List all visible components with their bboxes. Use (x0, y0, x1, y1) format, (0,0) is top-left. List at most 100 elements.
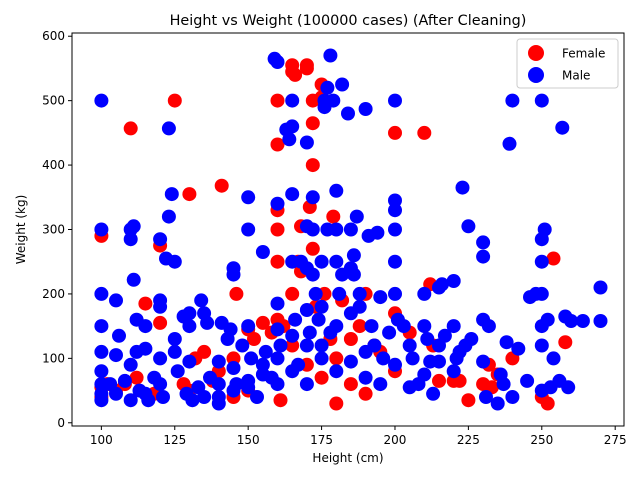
point-female-36 (288, 67, 303, 82)
point-male-185 (593, 314, 608, 328)
point-female-20 (226, 351, 241, 366)
point-male-63 (250, 390, 264, 404)
point-male-189 (167, 344, 182, 359)
point-male-208 (314, 351, 329, 366)
point-male-187 (123, 357, 138, 372)
point-male-38 (170, 364, 185, 379)
x-tick-label-150: 150 (237, 433, 260, 447)
point-female-61 (388, 125, 402, 140)
x-tick-label-125: 125 (163, 433, 186, 447)
point-female-45 (305, 158, 320, 173)
point-male-36 (167, 254, 182, 269)
point-male-200 (343, 354, 358, 369)
x-axis-label: Height (cm) (312, 451, 383, 465)
point-male-82 (299, 135, 314, 150)
point-male-109 (346, 248, 361, 263)
point-male-177 (546, 351, 561, 366)
point-male-51 (211, 354, 226, 369)
point-male-194 (255, 367, 270, 382)
point-male-129 (396, 319, 411, 334)
point-male-182 (564, 314, 579, 328)
point-male-59 (241, 190, 256, 205)
y-tick-label-500: 500 (42, 94, 65, 108)
point-male-211 (358, 344, 373, 359)
point-female-70 (461, 393, 476, 408)
point-male-10 (109, 293, 123, 308)
point-male-197 (299, 377, 314, 392)
point-male-198 (314, 338, 329, 353)
point-male-218 (299, 338, 314, 353)
point-male-68 (270, 55, 285, 69)
point-female-44 (305, 116, 320, 131)
ticks-layer: 100 125 150 175 200 225 250 275 0 100 200 300 400 500… (42, 29, 627, 447)
point-male-13 (117, 373, 132, 388)
point-male-110 (346, 267, 361, 282)
point-male-88 (305, 222, 320, 237)
point-female-82 (314, 370, 329, 385)
point-female-46 (305, 241, 320, 256)
point-male-122 (388, 93, 402, 108)
point-male-192 (226, 361, 241, 375)
point-male-183 (575, 314, 590, 328)
point-male-33 (161, 209, 176, 224)
point-male-142 (446, 274, 461, 288)
point-male-119 (373, 290, 388, 305)
chart-title: Height vs Weight (100000 cases) (After C… (170, 13, 527, 29)
point-male-148 (461, 219, 476, 234)
point-male-44 (185, 393, 200, 408)
point-male-172 (534, 338, 549, 353)
point-male-153 (476, 354, 491, 369)
point-male-60 (241, 222, 256, 237)
point-male-90 (308, 286, 323, 301)
point-male-196 (285, 364, 300, 379)
point-male-46 (194, 293, 209, 308)
point-female-6 (123, 121, 138, 136)
point-male-98 (323, 48, 338, 63)
x-tick-label-275: 275 (604, 433, 627, 447)
point-female-12 (167, 93, 182, 108)
point-male-186 (109, 386, 123, 401)
point-female-16 (197, 344, 212, 359)
point-male-216 (211, 390, 226, 404)
point-male-174 (537, 222, 552, 237)
point-male-2 (94, 286, 109, 301)
point-male-74 (282, 132, 297, 147)
point-female-88 (329, 351, 344, 366)
point-female-23 (247, 332, 261, 346)
point-male-154 (479, 390, 493, 404)
point-female-10 (153, 315, 168, 330)
points-layer (94, 48, 608, 411)
point-female-7 (129, 370, 144, 385)
point-male-103 (332, 286, 347, 301)
point-male-61 (241, 319, 256, 334)
point-male-101 (329, 254, 344, 269)
point-female-21 (229, 286, 244, 301)
point-male-22 (138, 319, 153, 334)
point-male-104 (335, 77, 350, 92)
point-male-190 (197, 390, 212, 404)
point-male-124 (388, 203, 402, 218)
x-tick-label-250: 250 (530, 433, 553, 447)
point-male-206 (432, 354, 446, 369)
point-female-26 (270, 93, 285, 108)
y-tick-label-400: 400 (42, 158, 65, 172)
point-male-89 (305, 267, 320, 282)
point-male-107 (343, 222, 358, 237)
point-male-0 (94, 93, 109, 108)
point-male-8 (94, 393, 109, 408)
y-tick-label-0: 0 (57, 416, 65, 430)
point-male-118 (370, 225, 385, 240)
point-male-162 (505, 390, 520, 404)
point-male-214 (241, 373, 256, 388)
point-male-26 (153, 232, 168, 247)
point-male-106 (341, 106, 355, 121)
point-male-191 (211, 377, 226, 392)
point-female-42 (299, 58, 314, 73)
point-male-181 (561, 380, 576, 395)
point-male-96 (320, 80, 335, 95)
point-male-1 (94, 222, 109, 237)
point-male-135 (420, 332, 435, 346)
point-female-27 (270, 137, 285, 152)
point-female-64 (417, 125, 432, 140)
point-male-79 (288, 312, 303, 327)
